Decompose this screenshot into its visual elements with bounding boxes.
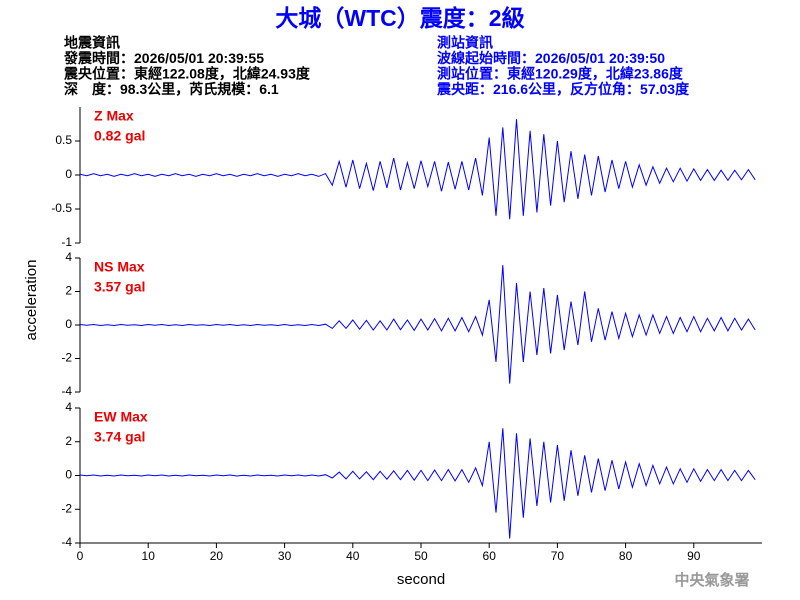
footer: 中央氣象署	[674, 571, 749, 589]
x-tick-label: 90	[687, 549, 701, 563]
y-tick-label: -1	[61, 235, 72, 249]
y-tick-label: -0.5	[51, 201, 72, 215]
annotation: 3.74 gal	[94, 429, 145, 445]
header-info: 地震資訊	[64, 35, 120, 51]
y-tick-label: 0.5	[55, 133, 72, 147]
waveform	[79, 119, 756, 220]
x-tick-label: 40	[346, 549, 360, 563]
y-axis-label: acceleration	[23, 260, 40, 341]
y-tick-label: 2	[65, 284, 72, 298]
y-tick-label: -4	[61, 535, 72, 549]
y-tick-label: 2	[65, 434, 72, 448]
y-tick-label: 4	[65, 400, 72, 414]
y-tick-label: -2	[61, 501, 72, 515]
header-info: 發震時間：2026/05/01 20:39:55	[63, 50, 264, 66]
x-tick-label: 60	[483, 549, 497, 563]
annotation: NS Max	[94, 259, 145, 275]
y-tick-label: -2	[61, 351, 72, 365]
y-tick-label: -4	[61, 384, 72, 398]
chart-title: 大城（WTC）震度：2級	[275, 5, 524, 31]
x-axis-label: second	[397, 571, 445, 588]
x-tick-label: 10	[142, 549, 156, 563]
y-tick-label: 4	[65, 250, 72, 264]
y-tick-label: 0	[65, 167, 72, 181]
header-info: 震央距：216.6公里，反方位角：57.03度	[436, 81, 690, 97]
header-info: 深 度：98.3公里，芮氏規模：6.1	[64, 81, 279, 97]
y-tick-label: 0	[65, 468, 72, 482]
waveform	[79, 265, 756, 384]
header-info: 測站資訊	[437, 35, 493, 51]
annotation: Z Max	[94, 108, 134, 124]
x-tick-label: 30	[278, 549, 292, 563]
y-tick-label: 0	[65, 317, 72, 331]
annotation: 0.82 gal	[94, 128, 145, 144]
waveform	[79, 428, 756, 539]
annotation: EW Max	[94, 409, 148, 425]
x-tick-label: 20	[210, 549, 224, 563]
annotation: 3.57 gal	[94, 279, 145, 295]
x-tick-label: 70	[551, 549, 565, 563]
x-tick-label: 80	[619, 549, 633, 563]
x-tick-label: 0	[77, 549, 84, 563]
x-tick-label: 50	[414, 549, 428, 563]
header-info: 波線起始時間：2026/05/01 20:39:50	[437, 50, 665, 66]
header-info: 測站位置：東經120.29度，北緯23.86度	[437, 66, 684, 82]
header-info: 震央位置：東經122.08度，北緯24.93度	[63, 66, 311, 82]
